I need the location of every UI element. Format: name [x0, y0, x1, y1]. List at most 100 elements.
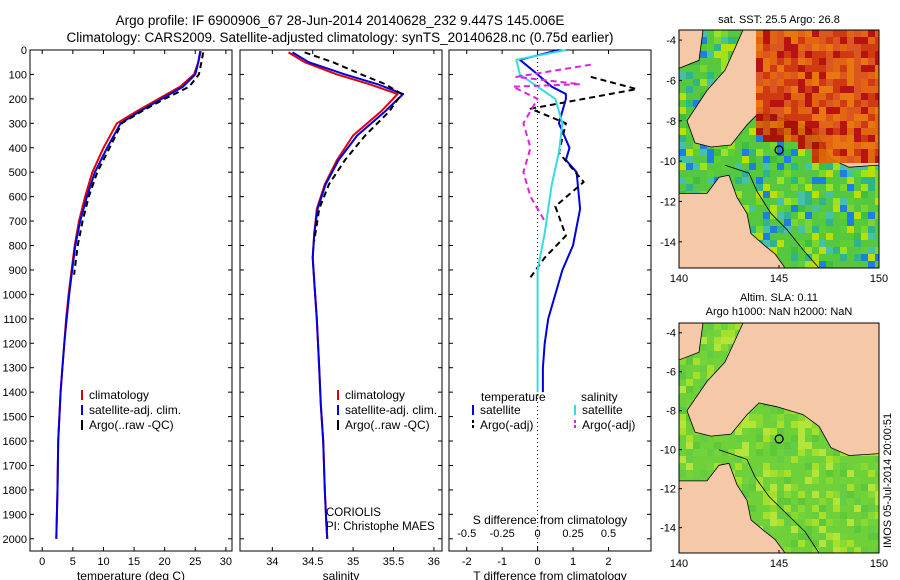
sea-pixel — [854, 233, 861, 240]
sst-land-pixel — [756, 51, 763, 58]
sst-land-pixel — [812, 100, 819, 107]
sea-pixel — [784, 505, 791, 512]
sea-pixel — [700, 142, 707, 149]
sea-pixel — [868, 470, 875, 477]
sea-pixel — [700, 30, 707, 37]
sea-pixel — [693, 142, 700, 149]
sea-pixel — [812, 477, 819, 484]
sea-pixel — [763, 184, 770, 191]
sst-land-pixel — [812, 156, 819, 163]
sst-land-pixel — [819, 128, 826, 135]
sst-land-pixel — [833, 44, 840, 51]
sst-land-pixel — [847, 93, 854, 100]
sst-land-pixel — [763, 128, 770, 135]
sea-pixel — [798, 212, 805, 219]
sea-pixel — [721, 44, 728, 51]
sst-land-pixel — [819, 79, 826, 86]
sea-pixel — [826, 463, 833, 470]
y-tick-label: 1900 — [3, 509, 27, 521]
sea-pixel — [812, 512, 819, 519]
sea-pixel — [784, 261, 791, 268]
sst-land-pixel — [784, 51, 791, 58]
sea-pixel — [791, 219, 798, 226]
sea-pixel — [777, 414, 784, 421]
map-y-tick-label: -12 — [660, 196, 676, 208]
sea-pixel — [707, 170, 714, 177]
sst-land-pixel — [819, 107, 826, 114]
sst-land-pixel — [798, 121, 805, 128]
sst-land-pixel — [833, 142, 840, 149]
sst-land-pixel — [805, 100, 812, 107]
sst-land-pixel — [868, 86, 875, 93]
sea-pixel — [840, 477, 847, 484]
sea-pixel — [707, 372, 714, 379]
sea-pixel — [700, 470, 707, 477]
sea-pixel — [854, 526, 861, 533]
sst-land-pixel — [770, 121, 777, 128]
sea-pixel — [686, 86, 693, 93]
sea-pixel — [686, 100, 693, 107]
sea-pixel — [770, 477, 777, 484]
sst-land-pixel — [791, 114, 798, 121]
sst-land-pixel — [763, 72, 770, 79]
sea-pixel — [777, 421, 784, 428]
sea-pixel — [770, 484, 777, 491]
sea-pixel — [847, 198, 854, 205]
sst-land-pixel — [770, 58, 777, 65]
sea-pixel — [805, 477, 812, 484]
sst-land-pixel — [791, 121, 798, 128]
sea-pixel — [784, 442, 791, 449]
sst-land-pixel — [798, 51, 805, 58]
map-subtitle: Argo h1000: NaN h2000: NaN — [706, 306, 853, 318]
sea-pixel — [728, 142, 735, 149]
sst-land-pixel — [868, 58, 875, 65]
sst-land-pixel — [826, 128, 833, 135]
sst-land-pixel — [791, 100, 798, 107]
y-tick-label: 400 — [9, 143, 27, 155]
sea-pixel — [833, 498, 840, 505]
sea-pixel — [714, 463, 721, 470]
sea-pixel — [833, 505, 840, 512]
x-tick-label: 1 — [570, 556, 576, 568]
sea-pixel — [700, 51, 707, 58]
sea-pixel — [693, 149, 700, 156]
sst-land-pixel — [784, 72, 791, 79]
x-tick-label: 35 — [347, 556, 359, 568]
sst-land-pixel — [805, 114, 812, 121]
sst-land-pixel — [812, 44, 819, 51]
sst-land-pixel — [819, 121, 826, 128]
sst-land-pixel — [770, 86, 777, 93]
header-title-line1: Argo profile: IF 6900906_67 28-Jun-2014 … — [116, 13, 565, 28]
sst-land-pixel — [791, 79, 798, 86]
difference-profile-panel: -2 -1 0 1 2T difference from climatology S di… — [448, 49, 652, 580]
sst-land-pixel — [847, 100, 854, 107]
sst-land-pixel — [805, 51, 812, 58]
sst-land-pixel — [868, 142, 875, 149]
map-y-tick-label: -8 — [666, 406, 676, 418]
sst-land-pixel — [763, 121, 770, 128]
sea-pixel — [777, 191, 784, 198]
sst-land-pixel — [875, 142, 879, 149]
sst-land-pixel — [812, 51, 819, 58]
sea-pixel — [700, 358, 707, 365]
sea-pixel — [798, 491, 805, 498]
sst-land-pixel — [777, 107, 784, 114]
sea-pixel — [679, 414, 686, 421]
sst-land-pixel — [805, 121, 812, 128]
sea-pixel — [868, 533, 875, 540]
sea-pixel — [798, 149, 805, 156]
sea-pixel — [770, 149, 777, 156]
sst-land-pixel — [833, 121, 840, 128]
sea-pixel — [819, 512, 826, 519]
legend-label: satellite — [582, 403, 623, 417]
sst-land-pixel — [861, 107, 868, 114]
secondary-axis-label: S difference from climatology — [473, 513, 628, 527]
sst-land-pixel — [826, 44, 833, 51]
sst-land-pixel — [777, 86, 784, 93]
sea-pixel — [777, 442, 784, 449]
sst-land-pixel — [819, 30, 826, 37]
sst-land-pixel — [826, 93, 833, 100]
sea-pixel — [686, 456, 693, 463]
sea-pixel — [756, 191, 763, 198]
sea-pixel — [791, 247, 798, 254]
